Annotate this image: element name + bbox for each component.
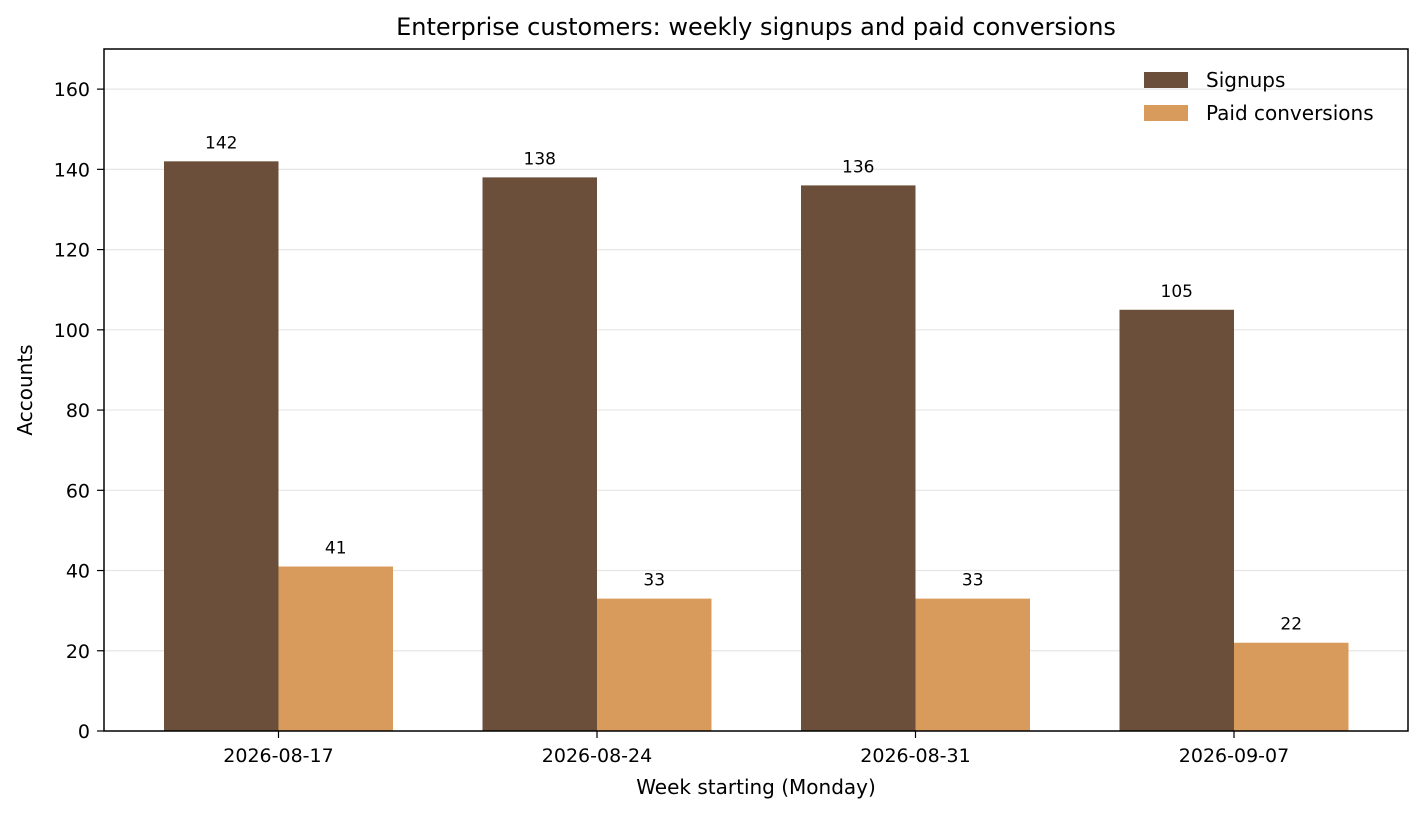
legend-label: Signups	[1206, 68, 1285, 92]
legend-swatch	[1144, 105, 1188, 121]
data-label: 41	[325, 539, 347, 559]
x-tick-label: 2026-09-07	[1179, 745, 1289, 767]
y-tick-label: 0	[78, 721, 90, 743]
y-tick-label: 40	[66, 561, 90, 583]
y-tick-label: 120	[54, 240, 90, 262]
y-tick-label: 20	[66, 641, 90, 663]
bar-paid-conversions	[597, 598, 712, 731]
legend: Signups Paid conversions	[1144, 68, 1374, 125]
bar-signups	[1119, 309, 1234, 731]
data-label: 22	[1280, 615, 1302, 635]
x-tick-label: 2026-08-24	[542, 745, 652, 767]
chart-title: Enterprise customers: weekly signups and…	[396, 13, 1116, 41]
data-label: 33	[643, 571, 665, 591]
y-tick-label: 80	[66, 400, 90, 422]
bar-paid-conversions	[1234, 642, 1349, 731]
x-axis-ticks: 2026-08-17 2026-08-24 2026-08-31 2026-09-07	[223, 731, 1289, 767]
y-tick-label: 140	[54, 159, 90, 181]
data-labels: 142 41 138 33 136 33 105 22	[205, 133, 1302, 634]
x-tick-label: 2026-08-31	[860, 745, 970, 767]
legend-swatch	[1144, 72, 1188, 88]
data-label: 136	[842, 157, 874, 177]
y-axis-ticks: 0 20 40 60 80 100 120 140 160	[54, 79, 104, 743]
x-axis-label: Week starting (Monday)	[636, 775, 876, 799]
bar-paid-conversions	[278, 566, 393, 731]
bar-signups	[801, 185, 916, 731]
x-tick-label: 2026-08-17	[223, 745, 333, 767]
bar-paid-conversions	[915, 598, 1030, 731]
data-label: 105	[1161, 282, 1193, 302]
data-label: 142	[205, 133, 237, 153]
bar-signups	[164, 161, 279, 731]
data-label: 138	[524, 149, 556, 169]
legend-label: Paid conversions	[1206, 101, 1374, 125]
bars	[164, 161, 1349, 731]
y-axis-label: Accounts	[13, 344, 37, 435]
bar-signups	[482, 177, 597, 731]
y-tick-label: 60	[66, 480, 90, 502]
y-tick-label: 160	[54, 79, 90, 101]
y-tick-label: 100	[54, 320, 90, 342]
data-label: 33	[962, 571, 984, 591]
plot-frame	[103, 48, 1409, 732]
